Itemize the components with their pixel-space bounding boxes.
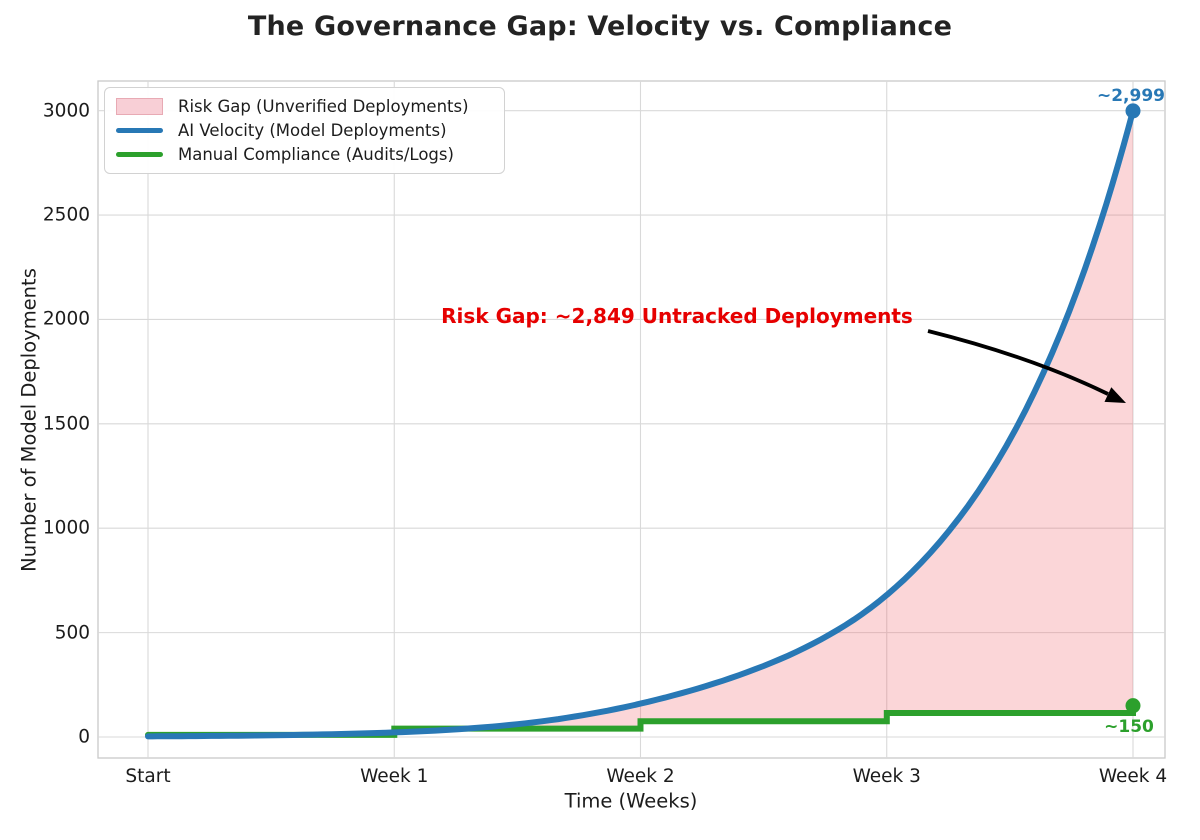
risk-gap-swatch-icon <box>116 97 163 115</box>
y-tick-label: 2000 <box>42 308 90 330</box>
risk-gap-annotation: Risk Gap: ~2,849 Untracked Deployments <box>441 304 913 328</box>
legend-item-manual-compliance: Manual Compliance (Audits/Logs) <box>116 143 493 167</box>
legend-item-ai-velocity: AI Velocity (Model Deployments) <box>116 118 493 142</box>
ai-velocity-line <box>145 107 1136 740</box>
compliance-endpoint-value-label: ~150 <box>1104 717 1154 737</box>
y-tick-label: 1000 <box>42 517 90 539</box>
x-tick-label: Start <box>125 766 171 787</box>
ai-endpoint-value-label: ~2,999 <box>1096 86 1166 106</box>
x-tick-label: Week 2 <box>606 766 675 787</box>
y-tick-label: 1500 <box>42 413 90 435</box>
x-tick-label: Week 4 <box>1098 766 1168 787</box>
compliance-line-icon <box>116 152 163 158</box>
annotation-arrowhead-icon <box>1104 387 1126 403</box>
ai-endpoint-marker <box>1125 103 1141 119</box>
x-axis-label: Time (Weeks) <box>564 789 698 813</box>
risk-gap-area <box>148 110 1133 737</box>
y-axis-label: Number of Model Deployments <box>17 268 41 572</box>
legend-item-risk-gap: Risk Gap (Unverified Deployments) <box>116 94 493 118</box>
legend-item-label: AI Velocity (Model Deployments) <box>178 120 447 140</box>
y-tick-label: 0 <box>78 726 90 748</box>
chart-title: The Governance Gap: Velocity vs. Complia… <box>247 11 953 42</box>
legend-item-label: Risk Gap (Unverified Deployments) <box>178 96 469 116</box>
plot-area-border <box>97 80 1166 759</box>
annotation-arrow <box>927 329 1109 396</box>
y-tick-label: 500 <box>54 622 90 644</box>
y-tick-label: 2500 <box>42 204 90 226</box>
compliance-endpoint-marker <box>1125 698 1141 714</box>
legend: Risk Gap (Unverified Deployments) AI Vel… <box>104 87 505 174</box>
legend-item-label: Manual Compliance (Audits/Logs) <box>178 145 454 165</box>
y-tick-label: 3000 <box>42 100 90 122</box>
x-tick-label: Week 3 <box>852 766 921 787</box>
x-tick-label: Week 1 <box>360 766 429 787</box>
ai-velocity-line-icon <box>116 127 163 133</box>
